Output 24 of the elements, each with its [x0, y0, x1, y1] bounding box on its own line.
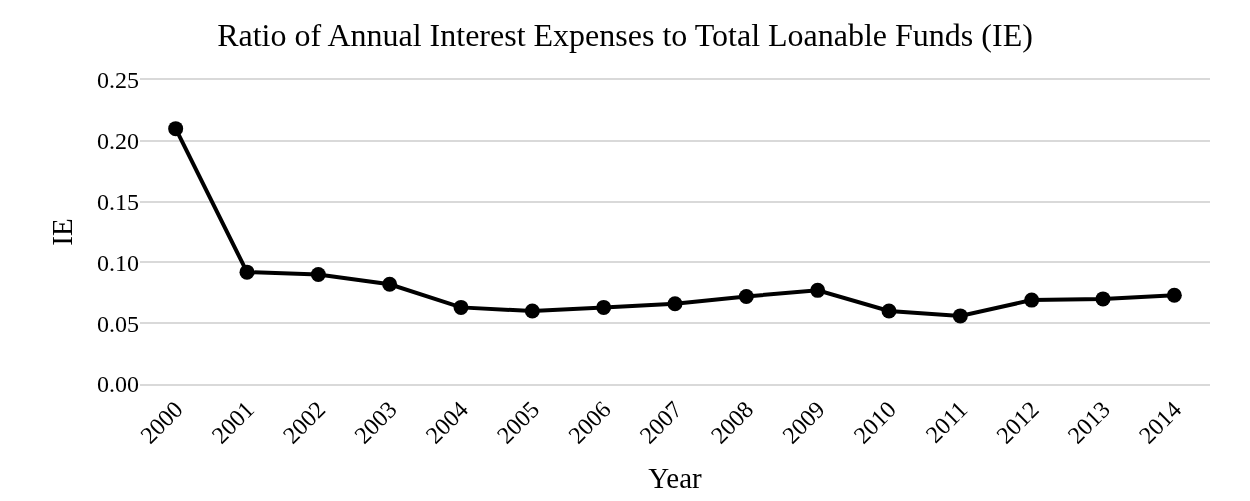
point — [952, 308, 968, 324]
point — [596, 299, 612, 315]
x-axis-title: Year — [648, 461, 703, 494]
point — [382, 276, 398, 292]
point — [1166, 287, 1182, 303]
y-tick-label: 0.25 — [97, 67, 139, 94]
chart-title: Ratio of Annual Interest Expenses to Total Loanable Funds (IE) — [217, 17, 1033, 54]
y-tick-label: 0.15 — [97, 189, 139, 215]
point — [667, 296, 683, 312]
y-tick-label: 0.00 — [97, 371, 139, 398]
y-axis-title: IE — [46, 218, 79, 246]
point — [168, 121, 184, 137]
point — [524, 303, 540, 319]
point — [310, 267, 326, 283]
point — [738, 288, 754, 304]
point — [239, 264, 255, 280]
point — [810, 282, 826, 298]
point — [1095, 291, 1111, 307]
point — [881, 303, 897, 319]
y-tick-label: 0.20 — [97, 128, 139, 155]
point — [1024, 292, 1040, 308]
point — [453, 299, 469, 315]
y-tick-label: 0.10 — [97, 249, 139, 276]
y-tick-label: 0.05 — [97, 310, 139, 337]
